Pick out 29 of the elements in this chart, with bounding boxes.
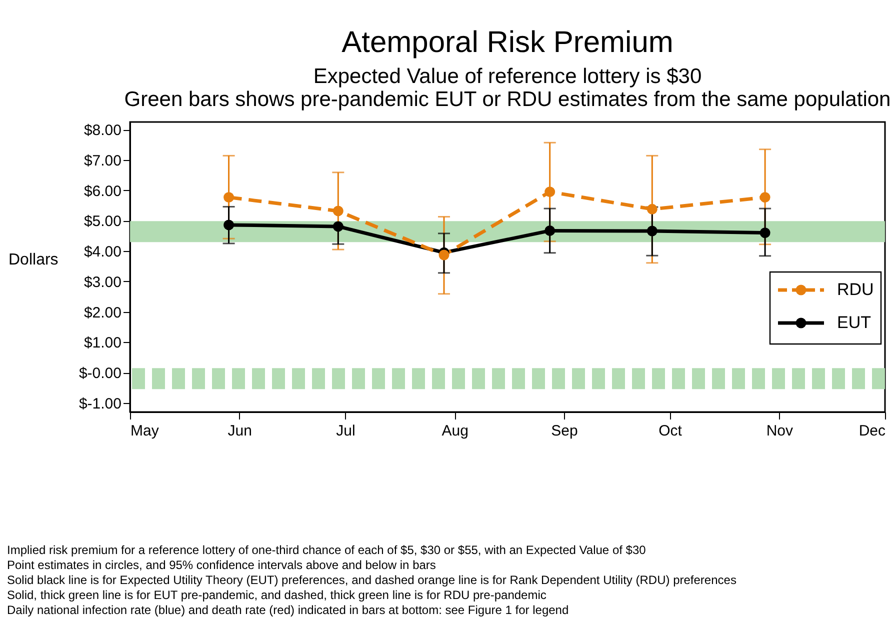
y-tick-label: $7.00 (84, 152, 122, 170)
y-tick-label: $3.00 (84, 274, 122, 291)
x-tick-label: Nov (766, 422, 794, 440)
x-tick-label: Sep (551, 422, 578, 440)
text: Point estimates in circles, and 95% confidence intervals above and below in bars (7, 558, 436, 572)
x-tick-label: Jul (336, 422, 356, 440)
chart-title: Atemporal Risk Premium (342, 26, 674, 59)
y-tick-label: $5.00 (84, 213, 122, 230)
y-tick-label: $2.00 (84, 304, 122, 322)
x-tick-label: Aug (442, 422, 468, 440)
y-tick-label: $4.00 (84, 244, 122, 261)
y-tick-label: $-0.00 (78, 365, 122, 382)
y-tick-label: $6.00 (84, 182, 122, 200)
x-tick-label: Dec (858, 422, 886, 440)
y-tick-label: $-1.00 (78, 395, 122, 412)
text: Solid black line is for Expected Utility Theory (EUT) preferences, and dashed orange line is for Rank Dependent Utility (RDU) preferences (7, 573, 736, 587)
legend-label: RDU (837, 280, 874, 299)
text: Green bars shows pre-pandemic EUT or RDU estimates from the same population (124, 88, 891, 111)
x-tick-label: Jun (228, 422, 252, 440)
y-tick-label: $1.00 (84, 334, 122, 352)
y-tick-label: $8.00 (84, 122, 122, 140)
text: Solid, thick green line is for EUT pre-pandemic, and dashed, thick green line is for RDU pre-pandemic (7, 588, 546, 602)
legend-label: EUT (837, 313, 871, 332)
text: Daily national infection rate (blue) and death rate (red) indicated in bars at bottom: see Figure 1 for legend (7, 603, 569, 617)
text: Implied risk premium for a reference lottery of one-third chance of each of $5, $30 or $55, with an Expected Value of $30 (7, 543, 646, 557)
x-tick-label: Oct (658, 422, 683, 440)
y-axis-title: Dollars (8, 252, 58, 268)
x-tick-label: May (130, 422, 160, 440)
text: Expected Value of reference lottery is $30 (313, 65, 702, 88)
